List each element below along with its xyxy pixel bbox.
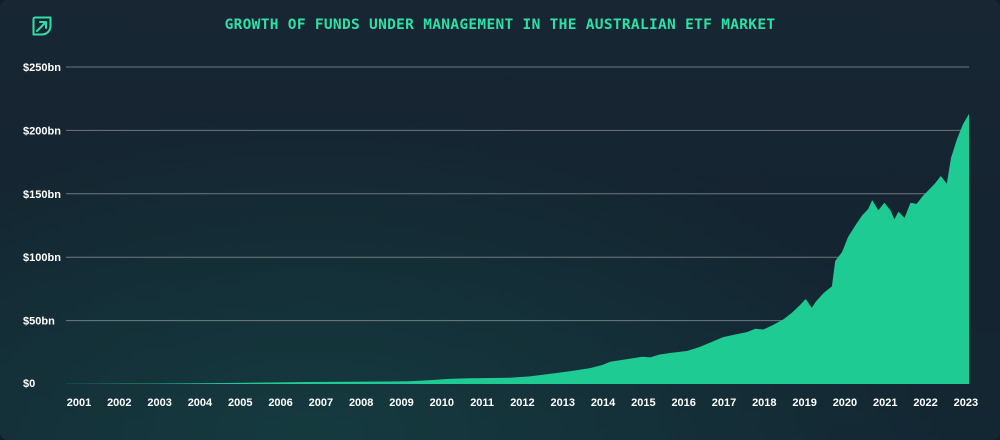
x-tick-label: 2018 (752, 397, 776, 409)
x-tick-label: 2011 (470, 397, 494, 409)
x-tick-label: 2001 (67, 397, 91, 409)
x-tick-label: 2016 (671, 397, 695, 409)
x-axis-ticks: 2001 2002 2003 2004 2005 2006 2007 2008 2009 2010… (67, 397, 978, 409)
x-tick-label: 2022 (913, 397, 937, 409)
x-tick-label: 2005 (228, 397, 252, 409)
x-tick-label: 2023 (954, 397, 978, 409)
y-tick-label: $150bn (23, 189, 61, 201)
y-axis-ticks: $0 $50bn $100bn $150bn $200bn $250bn (23, 62, 61, 390)
series-area-funds-under-management (66, 113, 969, 385)
x-tick-label: 2020 (833, 397, 857, 409)
chart-title: GROWTH OF FUNDS UNDER MANAGEMENT IN THE … (224, 17, 776, 33)
x-tick-label: 2012 (510, 397, 534, 409)
x-tick-label: 2009 (389, 397, 413, 409)
x-tick-label: 2019 (792, 397, 816, 409)
x-tick-label: 2014 (591, 397, 616, 409)
x-tick-label: 2010 (430, 397, 454, 409)
y-tick-label: $50bn (23, 316, 55, 328)
leaf-logo-icon (32, 16, 52, 36)
x-tick-label: 2015 (631, 397, 655, 409)
x-tick-label: 2017 (712, 397, 736, 409)
y-tick-label: $0 (23, 378, 35, 390)
x-tick-label: 2002 (107, 397, 131, 409)
x-tick-label: 2013 (551, 397, 575, 409)
area-series (66, 113, 969, 385)
y-tick-label: $100bn (23, 252, 61, 264)
x-tick-label: 2021 (873, 397, 897, 409)
y-tick-label: $250bn (23, 62, 61, 74)
x-tick-label: 2004 (188, 397, 213, 409)
x-tick-label: 2006 (268, 397, 292, 409)
x-tick-label: 2008 (349, 397, 373, 409)
x-tick-label: 2003 (147, 397, 171, 409)
x-tick-label: 2007 (309, 397, 333, 409)
y-tick-label: $200bn (23, 125, 61, 137)
